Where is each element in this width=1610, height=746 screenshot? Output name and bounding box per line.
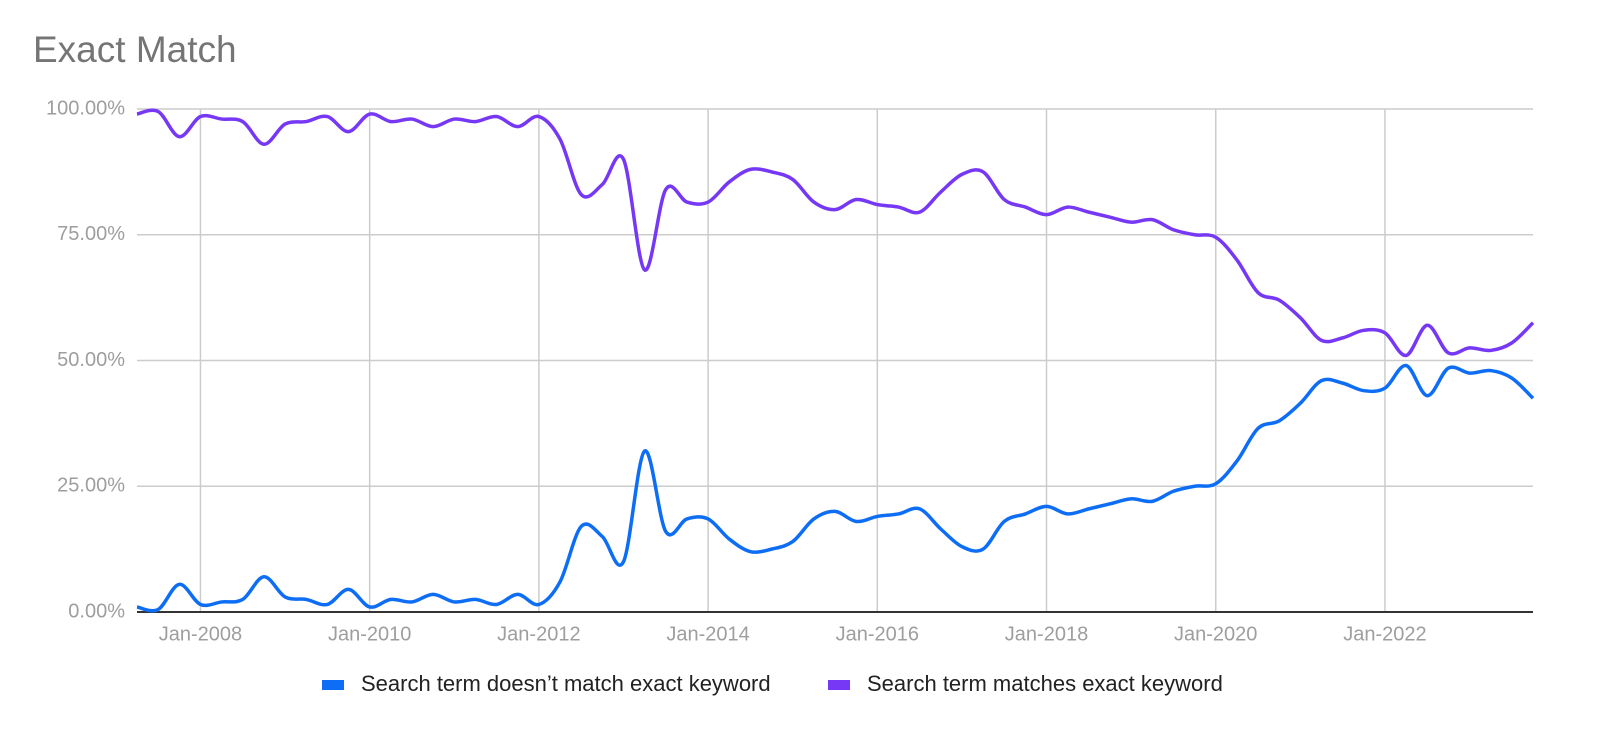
y-tick-label: 50.00% (57, 349, 125, 371)
x-tick-label: Jan-2016 (836, 623, 919, 645)
y-tick-label: 75.00% (57, 223, 125, 245)
x-tick-label: Jan-2020 (1174, 623, 1257, 645)
series-line (136, 363, 1535, 613)
x-tick-label: Jan-2008 (159, 623, 242, 645)
y-tick-label: 25.00% (57, 475, 125, 497)
x-tick-label: Jan-2010 (328, 623, 411, 645)
y-tick-label: 0.00% (68, 600, 125, 622)
legend-label: Search term doesn’t match exact keyword (361, 671, 771, 696)
x-tick-label: Jan-2022 (1343, 623, 1426, 645)
chart-title: Exact Match (33, 29, 237, 70)
legend-label: Search term matches exact keyword (867, 671, 1223, 696)
x-tick-label: Jan-2014 (666, 623, 749, 645)
series-line (136, 108, 1535, 358)
y-tick-label: 100.00% (46, 97, 125, 119)
x-tick-label: Jan-2018 (1005, 623, 1088, 645)
x-tick-label: Jan-2012 (497, 623, 580, 645)
legend-swatch (322, 680, 344, 690)
legend-swatch (828, 680, 850, 690)
